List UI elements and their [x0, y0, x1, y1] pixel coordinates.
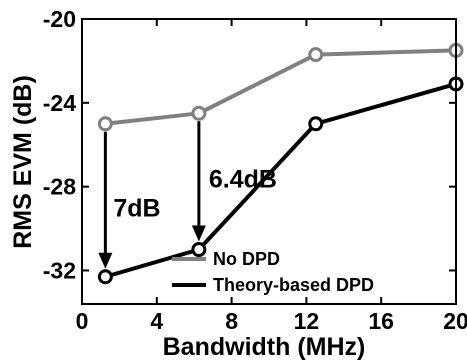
y-tick-label: -20: [43, 6, 76, 32]
x-axis-title: Bandwidth (MHz): [163, 333, 366, 361]
data-point-1: [191, 242, 207, 258]
series-line-0: [105, 48, 457, 126]
legend: No DPD Theory-based DPD: [172, 249, 374, 295]
y-tick-label: -24: [43, 90, 76, 116]
x-tick-label: 20: [443, 308, 467, 334]
y-tick-label: -32: [43, 257, 76, 283]
data-point-0: [97, 116, 113, 132]
annotation-arrowhead: [191, 225, 206, 242]
annotation-label: 7dB: [113, 195, 160, 223]
plot-frame: [81, 18, 457, 305]
y-axis-title: RMS EVM (dB): [9, 75, 37, 249]
tick-labels: 0 4 8 12 16 20 -20 -24 -28 -32: [43, 6, 467, 334]
data-point-0: [308, 47, 324, 63]
annotation-arrowhead: [98, 252, 113, 269]
x-tick-label: 0: [76, 308, 89, 334]
data-point-0: [191, 105, 207, 121]
annotation-layer: 7dB 6.4dB: [98, 121, 277, 269]
x-tick-label: 8: [225, 308, 238, 334]
data-point-1: [97, 269, 113, 285]
series-line-1: [104, 82, 457, 279]
series-layer: [97, 42, 464, 285]
y-tick-label: -28: [43, 174, 76, 200]
x-tick-label: 16: [368, 308, 394, 334]
legend-label-no-dpd: No DPD: [213, 249, 280, 269]
x-tick-label: 12: [294, 308, 320, 334]
legend-label-theory-dpd: Theory-based DPD: [213, 275, 374, 295]
x-tick-label: 4: [150, 308, 163, 334]
annotation-label: 6.4dB: [209, 165, 277, 193]
data-point-1: [308, 116, 324, 132]
